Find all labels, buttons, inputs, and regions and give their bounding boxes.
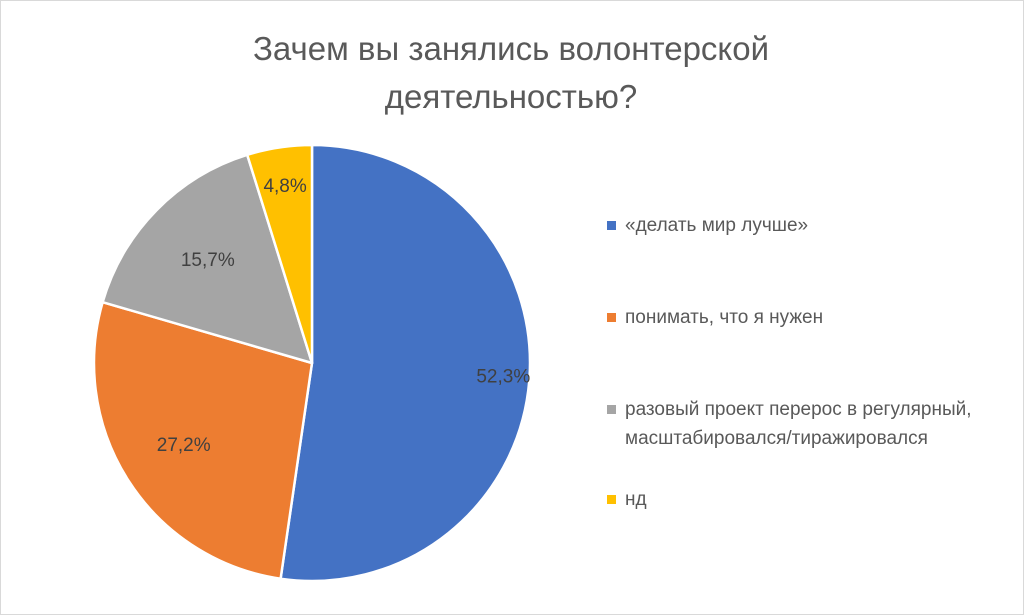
legend-label-2: понимать, что я нужен	[625, 307, 824, 328]
legend-item-2: понимать, что я нужен	[607, 303, 823, 332]
legend-item-4: нд	[607, 485, 647, 514]
pie-slice-4	[245, 143, 314, 365]
data-label-4: 4,8%	[263, 176, 306, 197]
data-label-2: 27,2%	[157, 435, 211, 456]
pie-slice-3	[101, 153, 314, 365]
legend-swatch-2	[607, 313, 616, 322]
chart-title: Зачем вы занялись волонтерской деятельно…	[252, 30, 770, 115]
legend-swatch-4	[607, 495, 616, 504]
data-label-3: 15,7%	[181, 250, 235, 271]
legend-label-1: «делать мир лучше»	[625, 215, 809, 236]
legend-item-1: «делать мир лучше»	[607, 211, 808, 240]
legend-swatch-1	[607, 221, 616, 230]
legend-label-4: нд	[625, 489, 647, 510]
legend-swatch-3	[607, 405, 616, 414]
legend-label-3: разовый проект перерос в регулярный, мас…	[625, 399, 972, 449]
data-label-1: 52,3%	[476, 366, 530, 387]
pie-slice-1	[279, 143, 532, 583]
legend-item-3: разовый проект перерос в регулярный, мас…	[607, 395, 1007, 453]
pie-slice-2	[92, 300, 314, 580]
